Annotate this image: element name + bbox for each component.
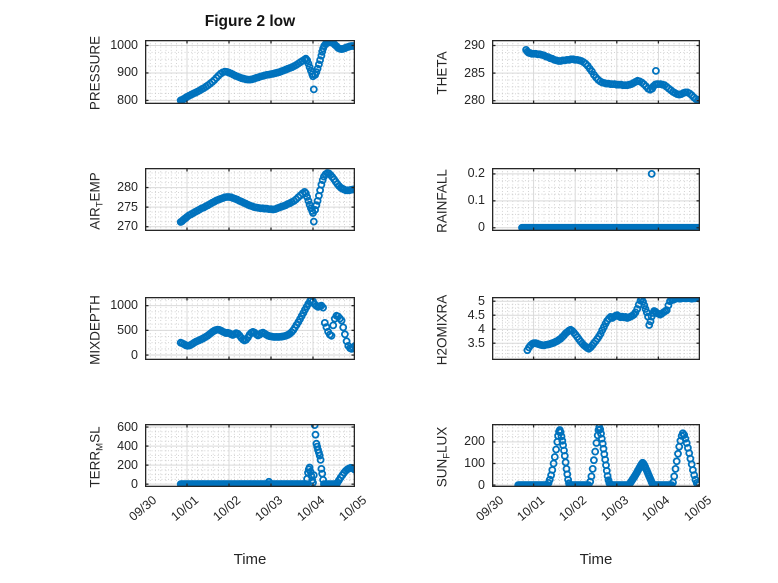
y-tick-label-sun-f-lux: 200 — [464, 434, 485, 449]
y-tick-label-theta: 285 — [464, 65, 485, 80]
y-tick-label-theta: 290 — [464, 38, 485, 53]
y-tick-label-terr-m-sl: 200 — [117, 457, 138, 472]
plot-area-sun-f-lux — [492, 424, 700, 487]
y-tick-label-air-temp: 275 — [117, 199, 138, 214]
axes-box — [145, 424, 355, 487]
subplot-theta — [492, 40, 700, 104]
scatter-series-terr-m-sl — [176, 424, 355, 487]
y-tick-label-pressure: 1000 — [110, 37, 138, 52]
y-tick-label-h2omixra: 4 — [478, 321, 485, 336]
x-tick-label: 10/01 — [514, 493, 548, 524]
plot-area-mixdepth — [145, 297, 355, 360]
x-tick-label: 10/02 — [556, 493, 590, 524]
y-tick-label-h2omixra: 3.5 — [467, 335, 485, 350]
x-tick-label: 10/03 — [597, 493, 631, 524]
y-tick-label-pressure: 900 — [117, 65, 138, 80]
axes-box — [492, 40, 700, 104]
y-tick-label-terr-m-sl: 600 — [117, 419, 138, 434]
y-tick-label-rainfall: 0.2 — [467, 166, 485, 181]
subplot-pressure — [145, 40, 355, 104]
axes-box — [492, 424, 700, 487]
y-tick-label-rainfall: 0.1 — [467, 193, 485, 208]
subplot-h2omixra — [492, 297, 700, 360]
minor-grid — [492, 424, 700, 487]
subplot-air-temp — [145, 168, 355, 231]
axes-box — [492, 168, 700, 231]
x-tick-label: 10/03 — [252, 493, 285, 524]
x-axis-label-right: Time — [579, 551, 613, 568]
plot-area-terr-m-sl — [145, 424, 355, 487]
scatter-series-h2omixra — [523, 297, 700, 355]
plot-area-air-temp — [145, 168, 355, 231]
axes-box — [145, 40, 355, 104]
y-tick-label-terr-m-sl: 400 — [117, 438, 138, 453]
scatter-series-pressure — [176, 40, 355, 104]
subplot-mixdepth — [145, 297, 355, 360]
x-tick-label: 10/05 — [336, 493, 369, 524]
axes-box — [145, 168, 355, 231]
axes-box — [492, 297, 700, 360]
x-axis-label-left: Time — [233, 551, 267, 568]
y-tick-label-air-temp: 280 — [117, 180, 138, 195]
y-tick-label-mixdepth: 500 — [117, 322, 138, 337]
scatter-series-theta — [522, 45, 700, 104]
y-tick-label-h2omixra: 4.5 — [467, 307, 485, 322]
plot-area-pressure — [145, 40, 355, 104]
minor-grid — [492, 168, 700, 231]
x-tick-label: 10/04 — [294, 493, 327, 524]
y-tick-label-terr-m-sl: 0 — [131, 476, 138, 491]
plot-area-rainfall — [492, 168, 700, 231]
y-tick-label-sun-f-lux: 100 — [464, 455, 485, 470]
x-tick-label: 09/30 — [473, 493, 506, 524]
y-tick-label-pressure: 800 — [117, 92, 138, 107]
subplot-rainfall — [492, 168, 700, 231]
plot-area-theta — [492, 40, 700, 104]
x-tick-label: 10/02 — [210, 493, 243, 524]
y-tick-label-air-temp: 270 — [117, 219, 138, 234]
y-tick-label-sun-f-lux: 0 — [478, 477, 485, 492]
plot-area-h2omixra — [492, 297, 700, 360]
x-tick-label: 10/05 — [681, 493, 714, 524]
subplot-sun-f-lux — [492, 424, 700, 487]
subplot-terr-m-sl — [145, 424, 355, 487]
scatter-series-mixdepth — [176, 297, 355, 353]
y-tick-label-theta: 280 — [464, 93, 485, 108]
y-tick-label-rainfall: 0 — [478, 220, 485, 235]
y-tick-label-mixdepth: 0 — [131, 347, 138, 362]
x-tick-label: 10/01 — [168, 493, 201, 524]
x-tick-label: 09/30 — [126, 493, 159, 524]
y-tick-label-mixdepth: 1000 — [110, 298, 138, 313]
y-tick-label-h2omixra: 5 — [478, 293, 485, 308]
scatter-series-air-temp — [176, 169, 355, 226]
x-tick-label: 10/04 — [639, 493, 673, 524]
axes-box — [145, 297, 355, 360]
figure-title: Figure 2 low — [204, 13, 296, 30]
